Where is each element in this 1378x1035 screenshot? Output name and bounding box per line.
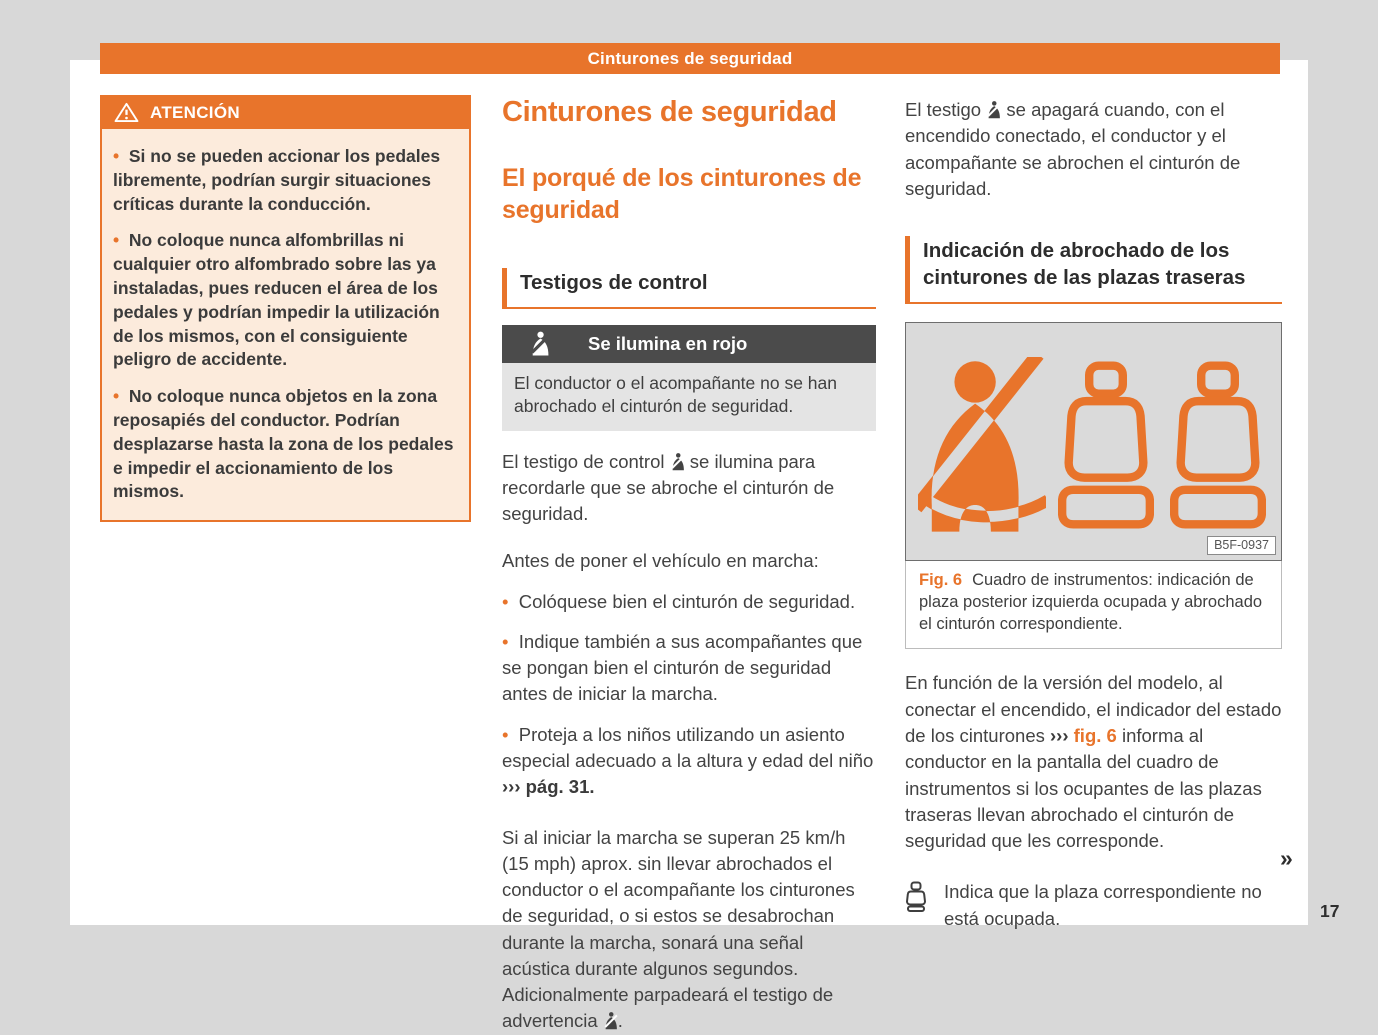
legend-text: Indica que la plaza correspondiente no e… [944, 881, 1262, 929]
figure-caption: Fig. 6 Cuadro de instrumentos: indicación… [906, 561, 1281, 648]
paragraph: Antes de poner el vehículo en marcha: [502, 550, 819, 572]
page-number: 17 [1320, 901, 1340, 921]
paragraph-text: informa al conductor en la pantalla del … [905, 724, 1262, 852]
paragraph-text: Si al iniciar la marcha se superan 25 km… [502, 826, 855, 1032]
section-title: El porqué de los cinturones de seguridad [502, 164, 862, 224]
warning-list: Si no se pueden accionar los pedales lib… [102, 128, 469, 520]
right-column: El testigo se apagará cuando, con el enc… [905, 96, 1282, 932]
paragraph: El testigo se apagará cuando, con el enc… [905, 97, 1282, 202]
figure-label: Fig. 6 [919, 571, 963, 590]
subsection-title: Testigos de control [502, 268, 876, 310]
figure-image: B5F-0937 [905, 322, 1282, 562]
warning-box-header: ATENCIÓN [101, 96, 470, 129]
subsection-title: Indicación de abrochado de los cinturone… [905, 236, 1282, 305]
warning-triangle-icon [114, 102, 139, 123]
indicator-header-bar: Se ilumina en rojo [502, 325, 876, 364]
bullet-text: Colóquese bien el cinturón de seguridad. [518, 590, 856, 612]
continuation-marker: » [1280, 845, 1293, 871]
warning-item: No coloque nunca objetos en la zona repo… [113, 385, 456, 504]
page-reference: ››› pág. 31. [502, 776, 595, 798]
bullet-item: Colóquese bien el cinturón de seguridad. [502, 589, 876, 615]
seatbelt-warning-icon [987, 101, 1001, 119]
chapter-title: Cinturones de seguridad [502, 96, 837, 128]
paragraph-text: En función de la versión del modelo, al … [905, 672, 1282, 746]
page-header-title: Cinturones de seguridad [587, 49, 793, 68]
paragraph-text: se apagará cuando, con el encendido cone… [905, 99, 1241, 199]
warning-box: ATENCIÓN Si no se pueden accionar los pe… [100, 95, 471, 523]
legend-row: Indica que la plaza correspondiente no e… [905, 879, 1282, 932]
bullet-text: Indique también a sus acompañantes que s… [502, 630, 863, 705]
center-column: Cinturones de seguridad El porqué de los… [502, 96, 876, 1035]
seatbelt-warning-icon [671, 452, 685, 470]
paragraph: Si al iniciar la marcha se superan 25 km… [502, 825, 876, 1035]
page-header: Cinturones de seguridad [100, 43, 1280, 74]
indicator-header-label: Se ilumina en rojo [588, 333, 748, 355]
paragraph-text: El testigo [905, 99, 982, 120]
bullet-list: Colóquese bien el cinturón de seguridad.… [502, 589, 876, 801]
bullet-text: Proteja a los niños utilizando un asient… [502, 723, 874, 771]
bullet-item: Indique también a sus acompañantes que s… [502, 629, 876, 708]
seatbelt-warning-icon [604, 1012, 618, 1030]
reference-arrows: ››› [1050, 724, 1069, 746]
seatbelt-warning-icon [531, 331, 550, 356]
paragraph-text: . [617, 1010, 623, 1032]
paragraph-text: El testigo de control [502, 450, 665, 472]
occupied-seat-belt-icon [918, 357, 1046, 532]
paragraph: En función de la versión del modelo, al … [905, 670, 1282, 854]
figure-caption-text: Cuadro de instrumentos: indicación de pl… [919, 571, 1263, 633]
empty-seat-icon [1170, 361, 1266, 529]
paragraph-text: se ilumina para recordarle que se abroch… [502, 450, 835, 525]
warning-item: No coloque nunca alfombrillas ni cualqui… [113, 229, 456, 372]
figure-code: B5F-0937 [1207, 536, 1276, 556]
empty-seat-icon [1058, 361, 1154, 529]
seat-unoccupied-icon [905, 881, 927, 913]
warning-item: Si no se pueden accionar los pedales lib… [113, 145, 456, 216]
paragraph: El testigo de control se ilumina para re… [502, 449, 876, 528]
warning-box-title: ATENCIÓN [150, 102, 240, 122]
figure-reference: fig. 6 [1073, 724, 1117, 746]
figure-6: B5F-0937 Fig. 6 Cuadro de instrumentos: i… [905, 322, 1282, 650]
indicator-description: El conductor o el acompañante no se han … [502, 363, 876, 431]
bullet-item: Proteja a los niños utilizando un asient… [502, 722, 876, 801]
